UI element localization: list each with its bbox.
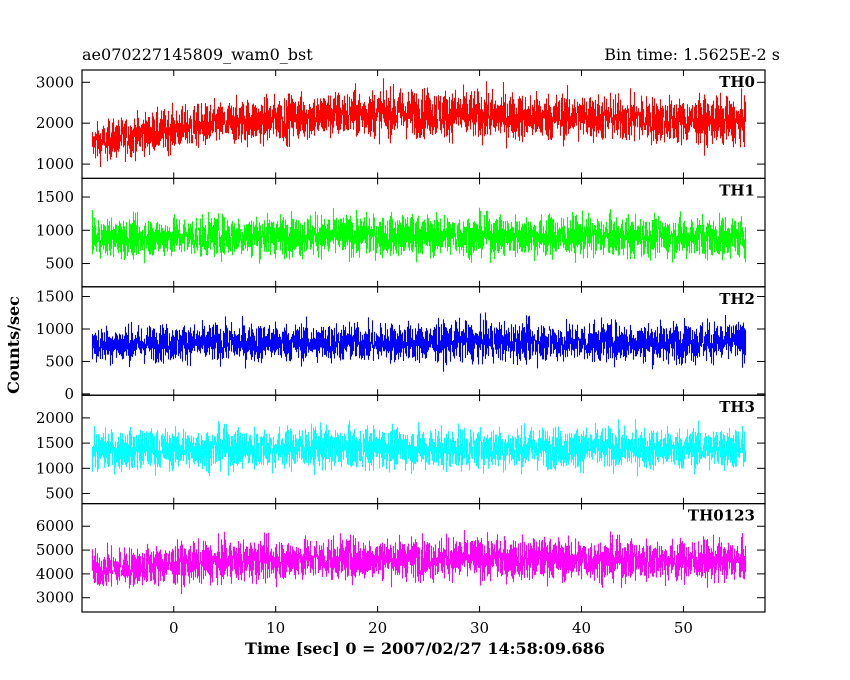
- y-tick-label: 3000: [36, 589, 74, 607]
- y-tick-label: 1000: [36, 155, 74, 173]
- y-axis-label: Counts/sec: [4, 296, 23, 394]
- y-tick-label: 2000: [36, 114, 74, 132]
- panel-th0: 1000 2000 3000 TH0: [36, 69, 766, 180]
- x-tick-label: 20: [368, 619, 387, 637]
- panels-group: 1000 2000 3000 TH0 500 1000 1500 TH1 0 500 1000 150…: [36, 69, 766, 613]
- y-tick-label: 500: [45, 255, 74, 273]
- y-tick-label: 3000: [36, 73, 74, 91]
- y-tick-label: 2000: [36, 409, 74, 427]
- panel-label-th3: TH3: [719, 398, 755, 416]
- panel-th1: 500 1000 1500 TH1: [36, 177, 766, 288]
- x-tick-label: 0: [169, 619, 179, 637]
- x-axis-label: Time [sec] 0 = 2007/02/27 14:58:09.686: [245, 639, 605, 658]
- series-th0123-curve: [91, 530, 747, 595]
- y-tick-label: 5000: [36, 541, 74, 559]
- x-axis: 0 10 20 30 40 50: [169, 619, 693, 637]
- panel-label-th2: TH2: [719, 290, 755, 308]
- x-tick-label: 10: [266, 619, 285, 637]
- panel-label-th0: TH0: [719, 73, 755, 91]
- series-th2-curve: [91, 312, 747, 372]
- chart-title-right: Bin time: 1.5625E-2 s: [604, 45, 780, 64]
- y-tick-label: 0: [64, 385, 74, 403]
- x-tick-label: 40: [572, 619, 591, 637]
- panel-th0123: 3000 4000 5000 6000 TH0123: [36, 503, 766, 613]
- panel-label-th0123: TH0123: [688, 507, 755, 525]
- panel-th3: 500 1000 1500 2000 TH3: [36, 394, 766, 505]
- y-tick-label: 1500: [36, 288, 74, 306]
- y-tick-label: 1500: [36, 188, 74, 206]
- y-tick-label: 4000: [36, 565, 74, 583]
- y-tick-label: 500: [45, 352, 74, 370]
- y-tick-label: 6000: [36, 517, 74, 535]
- x-tick-label: 50: [674, 619, 693, 637]
- x-tick-label: 30: [470, 619, 489, 637]
- series-th1-curve: [91, 207, 747, 264]
- series-th0-curve: [91, 78, 747, 168]
- y-tick-label: 1500: [36, 434, 74, 452]
- panel-th2: 0 500 1000 1500 TH2: [36, 286, 766, 403]
- panel-label-th1: TH1: [719, 181, 755, 199]
- y-tick-label: 1000: [36, 459, 74, 477]
- chart-title-left: ae070227145809_wam0_bst: [82, 45, 313, 64]
- y-tick-label: 1000: [36, 320, 74, 338]
- series-th3-curve: [91, 419, 747, 477]
- y-tick-label: 500: [45, 485, 74, 503]
- panel-frame: [81, 503, 766, 613]
- y-tick-label: 1000: [36, 221, 74, 239]
